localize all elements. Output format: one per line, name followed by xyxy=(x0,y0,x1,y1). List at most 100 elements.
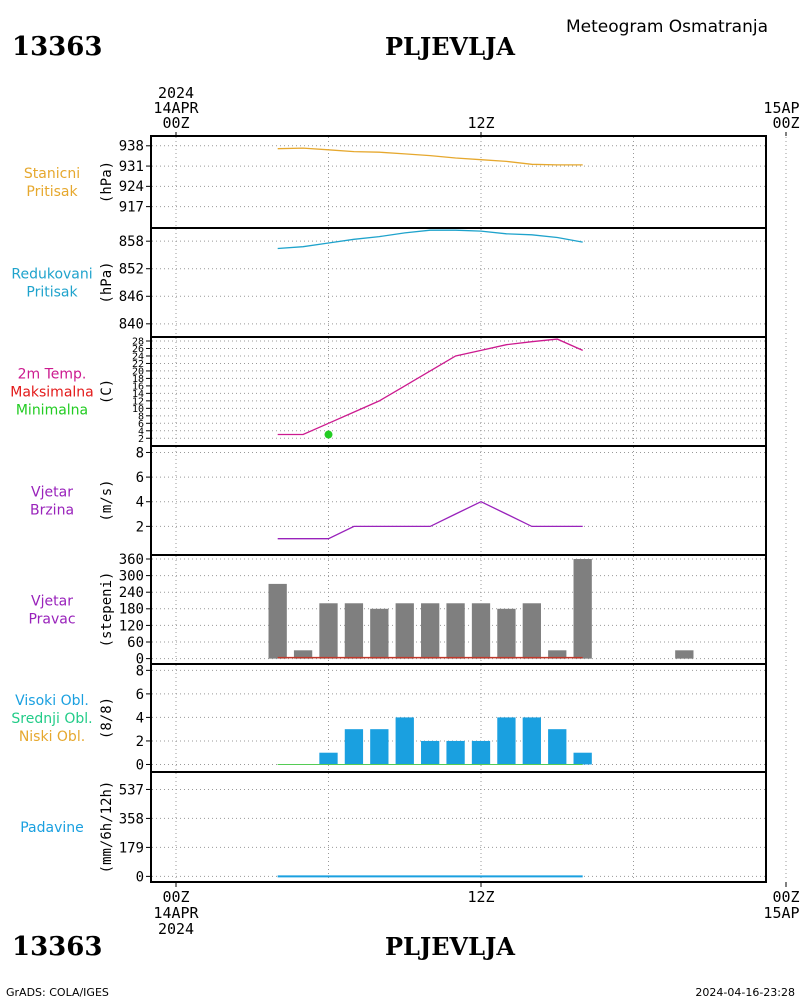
y-tick-label: 931 xyxy=(119,159,144,175)
direction-bar xyxy=(344,603,364,659)
panel-label: Vjetar xyxy=(31,594,73,610)
panel-label: Pritisak xyxy=(26,184,78,200)
station-name-top: PLJEVLJA xyxy=(385,32,515,61)
y-tick-label: 24 xyxy=(132,351,144,362)
panel-frame xyxy=(150,771,767,883)
y-tick-label: 2 xyxy=(136,519,144,535)
station-id-bottom: 13363 xyxy=(12,932,102,962)
top-tick-label: 14APR xyxy=(153,99,199,117)
top-time-axis: 202414APR00Z12Z15APR00Z12Z16APR00Z12Z xyxy=(153,84,800,136)
unit-label: (hPa) xyxy=(99,161,115,203)
panel-label: Srednji Obl. xyxy=(11,711,92,727)
series-line xyxy=(277,500,583,540)
panels: 917924931938(hPa)StanicniPritisak8408468… xyxy=(10,135,787,885)
bottom-tick-label: 15APR xyxy=(763,904,800,922)
panel-label: Vjetar xyxy=(31,485,73,501)
panel-label: 2m Temp. xyxy=(18,367,87,383)
station-name-bottom: PLJEVLJA xyxy=(385,932,515,961)
panel-label: Maksimalna xyxy=(10,385,94,401)
y-tick-label: 26 xyxy=(132,344,144,355)
panel-frame xyxy=(150,445,767,556)
series-line xyxy=(277,229,583,250)
direction-bar xyxy=(395,603,414,659)
y-tick-label: 20 xyxy=(132,366,144,377)
y-tick-label: 179 xyxy=(119,840,144,856)
cloud-high-bar xyxy=(421,740,440,765)
footer-left: GrADS: COLA/IGES xyxy=(6,986,109,999)
chart-subtitle: Meteogram Osmatranja xyxy=(566,17,768,37)
panel-station_pressure: 917 924 931 938(hPa) Stanicni Pritisak xyxy=(24,135,787,229)
y-tick-label: 14 xyxy=(132,389,144,400)
bottom-time-axis: 00Z14APR202412Z00Z15APR12Z00Z16APR12Z xyxy=(153,882,800,938)
y-tick-label: 6 xyxy=(138,419,144,430)
panel-label: Stanicni xyxy=(24,166,80,182)
y-tick-label: 0 xyxy=(136,869,144,885)
y-tick-label: 4 xyxy=(138,426,144,437)
y-tick-label: 846 xyxy=(119,289,144,305)
y-tick-label: 852 xyxy=(119,262,144,278)
y-tick-label: 537 xyxy=(119,782,144,798)
direction-bar xyxy=(319,603,338,659)
direction-bar xyxy=(497,608,516,659)
y-tick-label: 16 xyxy=(132,381,144,392)
y-tick-label: 4 xyxy=(136,710,144,726)
panel-label: Padavine xyxy=(20,820,84,836)
cloud-high-bar xyxy=(344,729,364,765)
unit-label: (C) xyxy=(99,379,115,404)
y-tick-label: 938 xyxy=(119,139,144,155)
y-tick-label: 360 xyxy=(119,552,144,568)
panel-label: Minimalna xyxy=(16,403,88,419)
y-tick-label: 0 xyxy=(136,757,144,773)
y-tick-label: 917 xyxy=(119,200,144,216)
bottom-tick-label: 00Z xyxy=(162,888,189,906)
panel-clouds: 0 2 4 6 8 (8/8) Visoki Obl. Srednji Obl. Niski O… xyxy=(11,663,787,773)
cloud-high-bar xyxy=(573,752,592,765)
direction-bar xyxy=(522,603,541,659)
direction-bar xyxy=(675,650,694,659)
top-tick-label: 00Z xyxy=(772,114,799,132)
bottom-tick-label: 00Z xyxy=(772,888,799,906)
y-tick-label: 28 xyxy=(132,337,144,348)
series-line xyxy=(277,338,583,436)
top-tick-label: 2024 xyxy=(158,84,194,102)
y-tick-label: 2 xyxy=(138,434,144,445)
top-tick-label: 15APR xyxy=(763,99,800,117)
cloud-high-bar xyxy=(370,729,389,765)
panel-wind_speed: 2 4 6 8 (m/s) Vjetar Brzina xyxy=(30,445,787,556)
cloud-high-bar xyxy=(548,729,567,765)
direction-bar xyxy=(548,650,567,659)
panel-label: Niski Obl. xyxy=(19,729,85,745)
panel-frame xyxy=(150,336,767,447)
unit-label: (hPa) xyxy=(99,261,115,303)
y-tick-label: 4 xyxy=(136,495,144,511)
panel-reduced_pressure: 840 846 852 858(hPa) Redukovani Pritisak xyxy=(11,227,787,338)
y-tick-label: 6 xyxy=(136,687,144,703)
y-tick-label: 180 xyxy=(119,602,144,618)
y-tick-label: 22 xyxy=(132,359,144,370)
series-line xyxy=(277,147,583,166)
tmin-marker xyxy=(324,430,333,439)
direction-bar xyxy=(268,583,287,659)
y-tick-label: 8 xyxy=(136,445,144,461)
panel-precipitation: 0 179 358 537(mm/6h/12h) Padavine xyxy=(20,771,787,885)
footer-right: 2024-04-16-23:28 xyxy=(695,986,795,999)
cloud-high-bar xyxy=(522,717,541,765)
cloud-high-bar xyxy=(446,740,465,765)
direction-bar xyxy=(421,603,440,659)
top-tick-label: 12Z xyxy=(467,114,494,132)
y-tick-label: 0 xyxy=(136,652,144,668)
y-tick-label: 300 xyxy=(119,569,144,585)
unit-label: (mm/6h/12h) xyxy=(99,781,115,874)
y-tick-label: 6 xyxy=(136,470,144,486)
y-tick-label: 924 xyxy=(119,179,144,195)
y-tick-label: 240 xyxy=(119,585,144,601)
panel-label: Pritisak xyxy=(26,285,78,301)
y-tick-label: 858 xyxy=(119,234,144,250)
y-tick-label: 10 xyxy=(132,404,144,415)
direction-bar xyxy=(573,559,592,659)
station-id-top: 13363 xyxy=(12,32,102,62)
cloud-high-bar xyxy=(395,717,414,765)
y-tick-label: 840 xyxy=(119,317,144,333)
cloud-high-bar xyxy=(497,717,516,765)
